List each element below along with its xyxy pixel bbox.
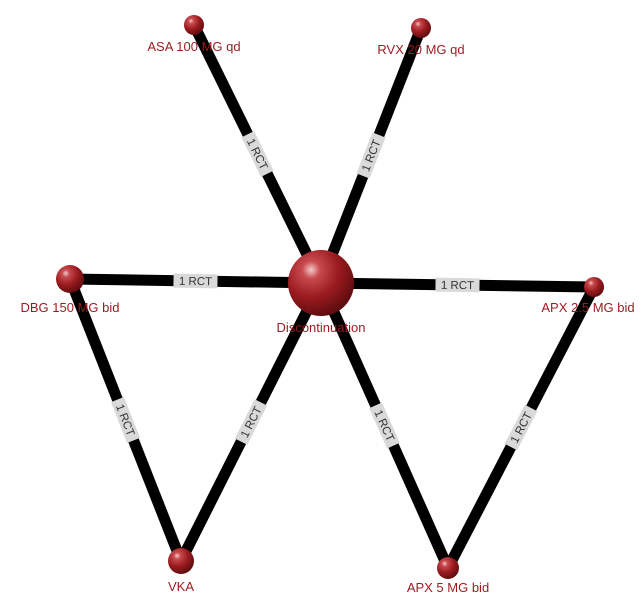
edge-rvx-disc: 1 RCT <box>315 25 427 286</box>
node-sphere[interactable] <box>411 18 431 38</box>
edge-label-background <box>504 404 538 451</box>
edge-label: 1 RCT <box>504 404 538 451</box>
node-label: APX 5 MG bid <box>407 580 489 595</box>
edge-label: 1 RCT <box>173 273 218 289</box>
node-label: APX 2.5 MG bid <box>541 300 634 315</box>
edge-label-background <box>234 399 268 445</box>
edge-label: 1 RCT <box>110 396 141 444</box>
node-sphere[interactable] <box>437 557 459 579</box>
edge-label-background <box>356 132 386 179</box>
node-rvx[interactable]: RVX 20 MG qd <box>377 18 465 57</box>
edge-asa-disc: 1 RCT <box>189 22 326 286</box>
edge-label-background <box>173 273 218 289</box>
edge-apx25-apx5: 1 RCT <box>443 284 599 571</box>
edge-label-background <box>435 277 480 293</box>
node-sphere[interactable] <box>584 277 604 297</box>
edge-dbg-disc: 1 RCT <box>69 273 322 289</box>
node-sphere[interactable] <box>56 265 84 293</box>
node-label: RVX 20 MG qd <box>377 42 464 57</box>
node-dbg[interactable]: DBG 150 MG bid <box>21 265 120 315</box>
edge-label: 1 RCT <box>241 131 274 177</box>
edge-label-text: 1 RCT <box>179 276 212 289</box>
node-apx25[interactable]: APX 2.5 MG bid <box>541 277 635 315</box>
node-label: VKA <box>168 579 194 594</box>
edge-label: 1 RCT <box>356 132 386 179</box>
edge-label: 1 RCT <box>369 402 400 449</box>
node-label: DBG 150 MG bid <box>21 300 120 315</box>
node-vka[interactable]: VKA <box>168 548 194 594</box>
edges-layer: 1 RCT 1 RCT 1 RCT 1 RCT 1 RCT 1 RCT 1 RCT 1 RCT <box>64 22 599 571</box>
edge-apx25-disc: 1 RCT <box>320 277 595 293</box>
edge-dbg-vka: 1 RCT <box>64 276 187 564</box>
node-apx5[interactable]: APX 5 MG bid <box>407 557 489 595</box>
node-asa[interactable]: ASA 100 MG qd <box>147 15 241 54</box>
edge-label-background <box>369 402 400 449</box>
edge-label-text: 1 RCT <box>239 405 265 440</box>
edge-label-background <box>110 396 141 444</box>
node-sphere[interactable] <box>288 250 354 316</box>
edge-label: 1 RCT <box>435 277 480 293</box>
node-disc[interactable]: Discontinuation <box>277 250 366 335</box>
edge-label-text: 1 RCT <box>441 280 474 292</box>
node-label: ASA 100 MG qd <box>147 39 240 54</box>
edge-label-background <box>241 131 274 177</box>
edge-label-text: 1 RCT <box>509 410 535 445</box>
node-label: Discontinuation <box>277 320 366 335</box>
node-sphere[interactable] <box>168 548 194 574</box>
edge-label: 1 RCT <box>234 399 268 445</box>
node-sphere[interactable] <box>184 15 204 35</box>
nodes-layer: ASA 100 MG qd RVX 20 MG qd DBG 150 MG bid D… <box>21 15 635 595</box>
